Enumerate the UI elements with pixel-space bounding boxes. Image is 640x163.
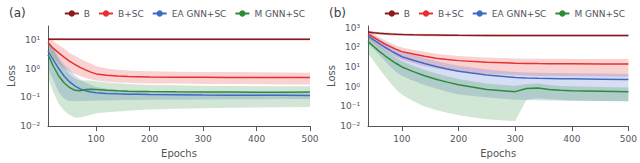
svg-text:200: 200	[450, 134, 467, 144]
svg-text:10⁰: 10⁰	[345, 82, 360, 92]
svg-text:B: B	[84, 9, 90, 19]
svg-text:10⁻²: 10⁻²	[340, 121, 360, 131]
svg-text:(b): (b)	[329, 6, 346, 20]
svg-text:M GNN+SC: M GNN+SC	[574, 9, 625, 19]
svg-text:EA GNN+SC: EA GNN+SC	[172, 9, 227, 19]
svg-text:10³: 10³	[345, 23, 360, 33]
svg-text:10²: 10²	[345, 42, 360, 52]
svg-text:(a): (a)	[9, 6, 26, 20]
svg-text:Epochs: Epochs	[161, 148, 197, 159]
svg-text:Loss: Loss	[6, 65, 17, 87]
svg-text:100: 100	[88, 134, 105, 144]
svg-text:M GNN+SC: M GNN+SC	[254, 9, 305, 19]
svg-text:10⁻²: 10⁻²	[20, 121, 40, 131]
svg-text:400: 400	[563, 134, 580, 144]
svg-text:Epochs: Epochs	[480, 148, 516, 159]
svg-text:B+SC: B+SC	[118, 9, 144, 19]
svg-text:10⁻¹: 10⁻¹	[340, 101, 360, 111]
svg-text:500: 500	[620, 134, 637, 144]
svg-text:100: 100	[393, 134, 410, 144]
svg-text:10⁻¹: 10⁻¹	[20, 92, 40, 102]
svg-text:500: 500	[301, 134, 318, 144]
svg-text:400: 400	[248, 134, 265, 144]
svg-text:10⁰: 10⁰	[25, 64, 40, 74]
svg-text:EA GNN+SC: EA GNN+SC	[492, 9, 547, 19]
svg-text:B: B	[404, 9, 410, 19]
svg-text:300: 300	[507, 134, 524, 144]
svg-text:200: 200	[141, 134, 158, 144]
svg-text:300: 300	[194, 134, 211, 144]
svg-text:10¹: 10¹	[345, 62, 360, 72]
svg-text:10¹: 10¹	[25, 35, 40, 45]
svg-text:Loss: Loss	[326, 65, 337, 87]
svg-text:B+SC: B+SC	[438, 9, 464, 19]
